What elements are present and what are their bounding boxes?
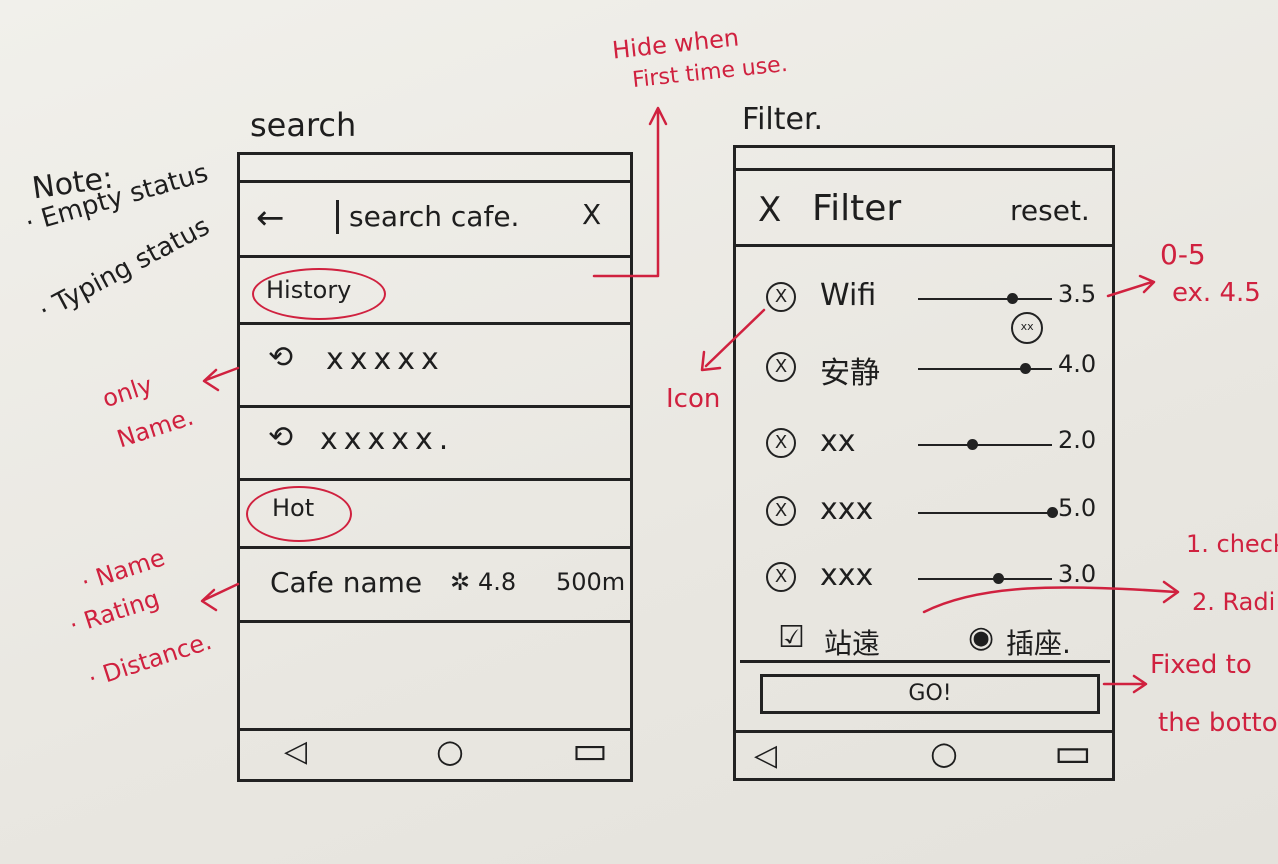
cafe-name: Cafe name: [270, 566, 423, 599]
filter-title: Filter: [812, 188, 902, 229]
history-item[interactable]: xxxxx: [326, 342, 445, 377]
filter-value: 2.0: [1058, 426, 1097, 454]
annotation-radio: 2. Radi: [1192, 588, 1276, 616]
filter-slider-handle[interactable]: [1047, 507, 1058, 518]
filter-icon: X: [766, 428, 796, 458]
close-filter-icon[interactable]: X: [758, 190, 782, 230]
arrow-bullets: [200, 582, 240, 612]
filter-phone-frame: [733, 145, 1115, 781]
arrow-fixed: [1102, 674, 1148, 694]
history-divider: [237, 322, 633, 325]
filter-header-divider: [733, 244, 1115, 247]
hot-divider: [237, 546, 633, 549]
history-item[interactable]: xxxxx.: [320, 422, 455, 457]
filter-screen-heading: Filter.: [742, 102, 824, 137]
status-bar-divider: [733, 168, 1115, 171]
checkbox-label: 站遠: [824, 627, 881, 660]
filter-icon: X: [766, 562, 796, 592]
annotation-range-example: ex. 4.5: [1172, 278, 1261, 308]
radio-label: 插座.: [1006, 627, 1071, 660]
status-bar-divider: [237, 180, 633, 183]
go-button[interactable]: GO!: [760, 674, 1100, 714]
radio-icon[interactable]: ◉: [968, 620, 995, 655]
cafe-rating: 4.8: [478, 568, 517, 596]
annotation-range: 0-5: [1160, 238, 1206, 271]
clear-search-icon[interactable]: X: [582, 198, 602, 231]
arrow-check-radio: [922, 580, 1180, 614]
arrow-hide-when: [592, 106, 668, 278]
hot-highlight-circle: [246, 486, 352, 542]
filter-value: 3.5: [1058, 280, 1097, 308]
filter-slider-handle[interactable]: [1020, 363, 1032, 374]
cafe-distance: 500m: [556, 568, 626, 596]
filter-label: xxx: [820, 558, 874, 593]
arrow-range: [1106, 274, 1156, 298]
nav-recent-icon[interactable]: ▭: [572, 728, 608, 772]
filter-value: 4.0: [1058, 350, 1097, 378]
hot-item-divider: [237, 620, 633, 623]
annotation-check: 1. check: [1186, 530, 1278, 558]
filter-slider-track[interactable]: [918, 368, 1052, 370]
filter-label: xx: [820, 424, 856, 459]
filter-icon: X: [766, 282, 796, 312]
search-bar-divider: [237, 255, 633, 258]
history-clock-icon: ⟲: [268, 340, 294, 375]
history-clock-icon: ⟲: [268, 420, 294, 455]
history-item-divider: [237, 405, 633, 408]
nav-recent-icon[interactable]: ▭: [1054, 730, 1092, 776]
filter-value: 3.0: [1058, 560, 1097, 588]
nav-bar-divider: [733, 730, 1115, 733]
annotation-fixed: Fixed to: [1150, 650, 1252, 680]
annotation-icon: Icon: [666, 384, 721, 414]
nav-home-icon[interactable]: ○: [930, 734, 958, 772]
search-screen-heading: search: [250, 106, 357, 144]
history-item-divider: [237, 478, 633, 481]
filter-value: 5.0: [1058, 494, 1097, 522]
filter-slider-handle[interactable]: [966, 439, 978, 450]
filter-slider-track[interactable]: [918, 298, 1052, 300]
filter-label: xxx: [820, 492, 874, 527]
checkbox-icon[interactable]: ☑: [778, 620, 805, 655]
nav-back-icon[interactable]: ◁: [284, 734, 308, 769]
arrow-only-name: [202, 366, 240, 392]
history-highlight-circle: [252, 268, 386, 320]
filter-slider-handle[interactable]: [1006, 293, 1018, 304]
filter-label: Wifi: [820, 278, 877, 313]
filter-slider-track[interactable]: [918, 578, 1052, 580]
go-button-label: GO!: [908, 681, 952, 706]
annotation-bottom: the botto: [1158, 708, 1278, 738]
back-arrow-icon[interactable]: ←: [256, 198, 285, 238]
arrow-icon: [700, 308, 766, 372]
nav-bar-divider: [237, 728, 633, 731]
filter-slider-track[interactable]: [918, 444, 1052, 446]
rating-star-icon: ✲: [450, 568, 471, 596]
search-input[interactable]: search cafe.: [336, 200, 519, 234]
search-phone-frame: [237, 152, 633, 782]
filter-slider-handle[interactable]: [993, 573, 1005, 584]
hot-cafe-row[interactable]: Cafe name ✲ 4.8 500m: [270, 566, 632, 606]
filter-label: 安静: [820, 356, 880, 391]
go-button-divider: [740, 660, 1110, 663]
nav-home-icon[interactable]: ○: [436, 732, 464, 770]
filter-slider-track[interactable]: [918, 512, 1052, 514]
slider-value-bubble: xx: [1011, 312, 1044, 344]
filter-icon: X: [766, 496, 796, 526]
nav-back-icon[interactable]: ◁: [754, 738, 778, 773]
filter-icon: X: [766, 352, 796, 382]
reset-button[interactable]: reset.: [1010, 194, 1090, 227]
